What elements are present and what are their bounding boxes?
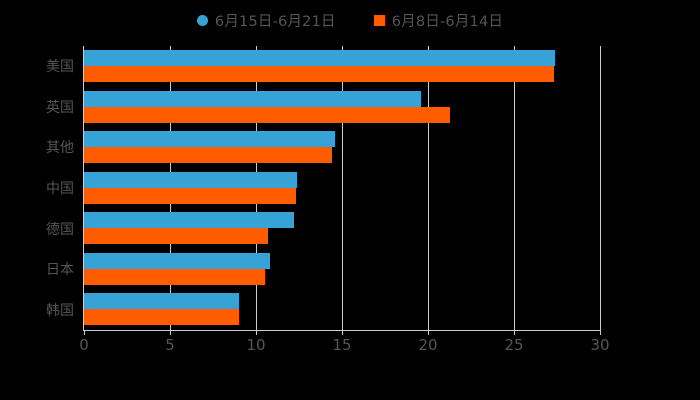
bar[interactable] [84,212,294,229]
x-axis-tick [84,330,85,335]
bar[interactable] [84,147,332,164]
x-axis-tick-label: 10 [246,336,266,354]
bar[interactable] [84,252,270,269]
bar[interactable] [84,268,265,285]
x-axis-tick [428,330,429,335]
x-axis-tick-label: 5 [165,336,175,354]
y-axis-category-label: 德国 [46,221,74,238]
bar-group [84,127,600,168]
legend-label: 6月15日-6月21日 [214,14,336,30]
x-axis-tick [342,330,343,335]
y-axis-category-label: 美国 [46,59,74,76]
bar[interactable] [84,228,269,245]
bar-group [84,208,600,249]
x-axis-tick [170,330,171,335]
gridline [342,46,343,330]
bar[interactable] [84,66,554,82]
bar[interactable] [84,50,556,66]
y-axis-line [83,46,84,330]
x-axis-tick-label: 20 [418,336,438,354]
legend-item-1[interactable]: 6月8日-6月14日 [373,10,504,31]
legend-swatch-circle-icon [196,15,208,26]
y-axis-category-label: 中国 [46,181,74,197]
x-axis-tick-label: 25 [504,336,524,354]
bar-group [84,46,600,87]
bar[interactable] [84,309,239,326]
bar[interactable] [84,106,451,123]
y-axis-category-label: 其他 [46,140,74,157]
x-axis-labels: 0 5 10 15 20 25 30 [79,336,609,358]
x-axis-tick-label: 30 [590,336,610,354]
legend-label: 6月8日-6月14日 [391,14,504,30]
bar[interactable] [84,90,422,107]
x-axis-tick-label: 0 [79,336,89,354]
y-axis-category-label: 日本 [46,262,74,279]
x-axis-tick [514,330,515,335]
bar[interactable] [84,293,239,310]
x-axis-tick [256,330,257,335]
bar-group [84,87,600,128]
bar[interactable] [84,131,336,148]
legend-swatch-square-icon [373,15,385,26]
y-axis-category-label: 英国 [46,99,74,116]
x-axis-line [83,330,600,331]
y-axis-labels: 美国英国其他中国德国日本韩国 [0,46,74,330]
y-axis-category-label: 韩国 [46,302,74,319]
bar-group [84,249,600,290]
gridline [428,46,429,330]
legend-item-0[interactable]: 6月15日-6月21日 [196,10,336,31]
bar[interactable] [84,187,296,204]
chart-legend: 6月15日-6月21日 6月8日-6月14日 [0,10,700,31]
gridline [514,46,515,330]
gridline [600,46,601,330]
bar[interactable] [84,171,298,188]
plot-area [83,46,601,335]
x-axis-tick [600,330,601,335]
bar-group [84,168,600,209]
x-axis-tick-label: 15 [332,336,352,354]
bar-group [84,289,600,330]
